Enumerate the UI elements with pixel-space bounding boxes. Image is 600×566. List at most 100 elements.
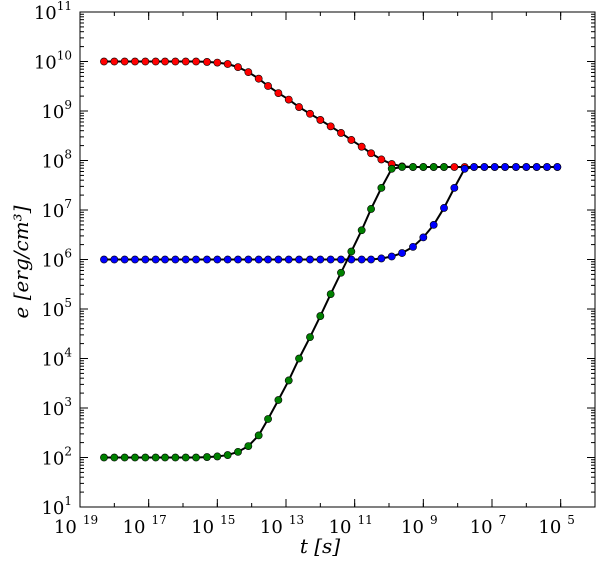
data-point [522, 163, 531, 171]
data-point [192, 255, 200, 264]
data-point [409, 242, 417, 251]
data-point [398, 249, 406, 257]
data-point [254, 431, 263, 440]
data-point [367, 205, 375, 213]
data-point [203, 453, 211, 461]
data-point [274, 89, 283, 97]
data-point [213, 255, 222, 264]
data-point [213, 452, 222, 461]
data-point [192, 57, 200, 66]
data-point [357, 226, 366, 235]
data-point [532, 163, 541, 171]
x-tick-label: 10 15 [191, 513, 235, 538]
data-point [419, 233, 428, 242]
data-point [181, 57, 190, 66]
x-tick-label: 10 5 [538, 513, 575, 538]
data-point [141, 453, 150, 462]
data-point [409, 163, 417, 171]
data-point [316, 116, 325, 124]
data-point [254, 255, 263, 264]
data-point [171, 57, 180, 66]
data-point [387, 252, 396, 261]
data-point [151, 453, 160, 462]
data-point [141, 255, 150, 264]
data-point [337, 268, 345, 277]
data-point [171, 255, 180, 264]
data-point [223, 255, 232, 264]
y-tick-label: 107 [41, 197, 72, 222]
y-axis-label-text: e [erg/cm³] [9, 205, 33, 318]
data-point [326, 122, 335, 131]
data-point [223, 451, 232, 459]
data-point [120, 453, 129, 462]
y-tick-label: 108 [41, 148, 72, 173]
data-point [367, 255, 375, 264]
y-tick-label: 106 [41, 247, 72, 272]
data-point [429, 220, 438, 229]
data-point [131, 57, 139, 66]
data-point [367, 149, 375, 158]
x-tick-label: 10 13 [260, 513, 304, 538]
data-point [161, 255, 169, 264]
data-point [284, 255, 293, 264]
data-point [419, 163, 428, 171]
data-point [553, 163, 562, 171]
data-point [295, 354, 303, 363]
series-layer [100, 57, 562, 462]
data-point [203, 255, 211, 264]
data-point [244, 442, 253, 450]
data-point [110, 255, 119, 264]
data-point [347, 136, 356, 144]
data-point [120, 57, 129, 66]
x-tick-label: 10 19 [54, 513, 98, 538]
data-point [440, 163, 448, 171]
data-point [131, 255, 139, 264]
data-point [316, 312, 325, 320]
y-tick-label: 101 [41, 494, 72, 519]
data-point [429, 163, 438, 171]
series-line [104, 165, 444, 459]
x-tick-label: 10 9 [401, 513, 438, 538]
data-point [192, 453, 200, 462]
data-point [377, 155, 386, 164]
data-point [181, 255, 190, 264]
y-tick-label: 109 [41, 98, 72, 123]
y-tick-label: 102 [41, 445, 72, 470]
x-tick-label: 10 17 [123, 513, 167, 538]
data-point [543, 163, 551, 171]
data-point [357, 142, 366, 151]
x-axis-label-text: t [s] [300, 534, 340, 558]
data-point [316, 255, 325, 264]
data-point [274, 255, 283, 264]
data-point [398, 163, 406, 171]
data-point [203, 58, 211, 66]
x-axis-label: t [s] [300, 534, 340, 558]
data-point [490, 163, 499, 171]
data-point [450, 163, 459, 171]
data-point [264, 255, 272, 264]
y-tick-label: 105 [41, 296, 72, 321]
data-point [337, 255, 345, 264]
data-point [100, 57, 108, 66]
y-tick-label: 103 [41, 395, 72, 420]
y-tick-label: 1010 [34, 49, 72, 74]
data-point [234, 447, 242, 456]
data-point [151, 57, 160, 66]
data-point [161, 57, 169, 66]
data-point [326, 255, 335, 264]
data-point [377, 254, 386, 263]
data-point [306, 255, 314, 264]
y-tick-label: 104 [41, 346, 72, 371]
data-point [264, 415, 272, 423]
data-point [284, 95, 293, 104]
data-point [337, 129, 345, 137]
data-point [440, 204, 448, 212]
data-point [254, 74, 263, 83]
data-point [141, 57, 150, 66]
data-point [306, 333, 314, 342]
y-axis-label: e [erg/cm³] [9, 205, 33, 318]
data-point [501, 163, 509, 171]
data-point [110, 57, 119, 66]
